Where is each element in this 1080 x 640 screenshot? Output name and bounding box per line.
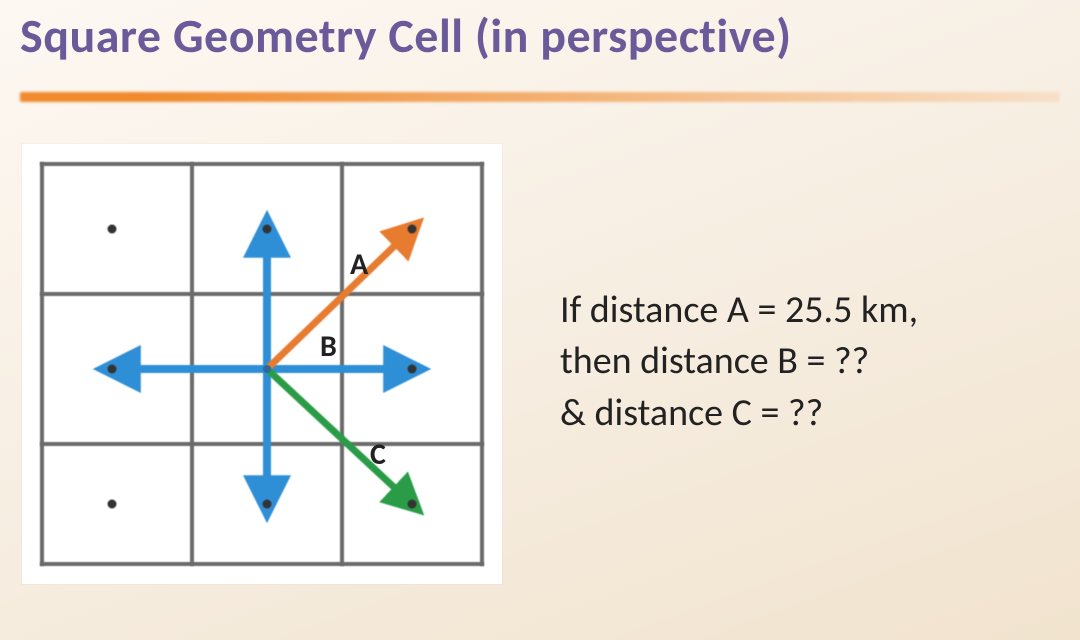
question-line-3: & distance C = ??: [560, 388, 918, 439]
svg-text:A: A: [350, 246, 369, 283]
title-underline-bar: [20, 92, 1060, 102]
arrow-labels: A B C: [320, 246, 386, 473]
title-underline: [20, 88, 1060, 106]
geometry-diagram: A B C: [22, 144, 502, 584]
svg-text:B: B: [320, 328, 337, 365]
slide-title: Square Geometry Cell (in perspective): [20, 6, 792, 65]
question-line-2: then distance B = ??: [560, 336, 918, 387]
question-text: If distance A = 25.5 km, then distance B…: [560, 285, 918, 439]
geometry-svg: A B C: [22, 144, 502, 584]
svg-text:C: C: [370, 436, 386, 473]
question-line-1: If distance A = 25.5 km,: [560, 285, 918, 336]
